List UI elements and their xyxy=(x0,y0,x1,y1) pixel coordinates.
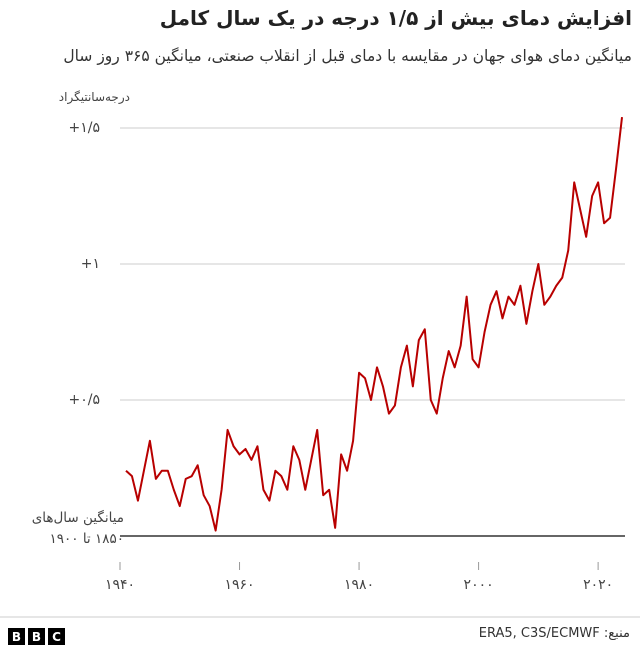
logo-box xyxy=(28,628,45,645)
chart-subtitle: میانگین دمای هوای جهان در مقایسه با دمای… xyxy=(63,47,632,65)
logo-text: B xyxy=(32,630,41,644)
y-axis-label: درجه‌سانتیگراد xyxy=(58,90,130,104)
x-tick-label: ۱۹۴۰ xyxy=(105,577,135,593)
logo-box xyxy=(8,628,25,645)
logo-box xyxy=(48,628,65,645)
y-tick-label: +۱/۵ xyxy=(69,120,101,136)
logo-text: C xyxy=(52,630,61,644)
source: منبع: ERA5, C3S/ECMWF xyxy=(478,626,630,641)
logo-letter: C xyxy=(48,628,65,645)
y-tick-label: +۰/۵ xyxy=(69,392,101,408)
logo-text: B xyxy=(12,630,21,644)
y-tick-label: +۱ xyxy=(81,256,100,272)
y-tick-label: میانگین سال‌های ۱۸۵۰ تا ۱۹۰۰ xyxy=(31,510,124,547)
temperature-line xyxy=(125,117,624,532)
logo-letter: B xyxy=(8,628,25,645)
x-tick-label: ۲۰۰۰ xyxy=(464,577,494,593)
x-tick-label: ۱۹۶۰ xyxy=(224,577,254,593)
logo-letter: B xyxy=(28,628,45,645)
x-tick-label: ۱۹۸۰ xyxy=(344,577,374,593)
x-tick-label: ۲۰۲۰ xyxy=(583,577,613,593)
chart-title: افزایش دمای بیش از ۱/۵ درجه در یک سال کا… xyxy=(159,6,632,30)
